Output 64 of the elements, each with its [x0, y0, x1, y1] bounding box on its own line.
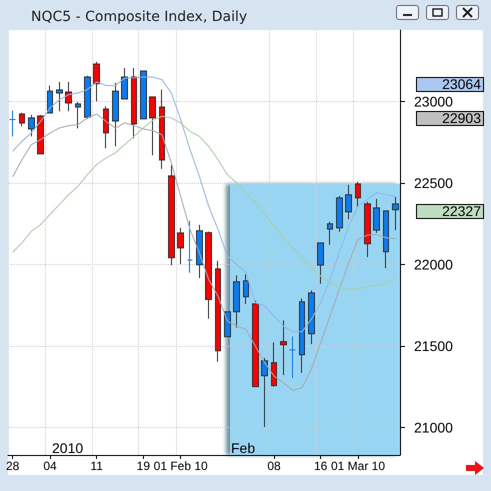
candlestick	[327, 221, 333, 246]
candlestick	[364, 201, 371, 258]
candlestick	[149, 96, 156, 156]
candlestick	[317, 242, 324, 284]
candlestick	[308, 290, 315, 345]
candlestick	[224, 311, 231, 338]
line-series	[12, 116, 396, 290]
candlestick	[177, 227, 184, 265]
annotation: Feb	[231, 440, 256, 456]
candlestick	[103, 106, 109, 149]
candlestick	[187, 220, 193, 274]
text: 22903	[416, 110, 484, 126]
candlestick	[299, 298, 305, 374]
candlestick	[271, 342, 277, 388]
candlestick	[345, 184, 352, 220]
x-tick-label: 08	[267, 459, 281, 473]
candlestick	[19, 112, 25, 127]
candlestick	[159, 89, 165, 170]
x-tick-label: 11	[90, 459, 104, 473]
annotation: 2010	[52, 440, 84, 456]
candlestick	[205, 231, 212, 320]
line-series	[12, 76, 396, 332]
candlestick	[168, 164, 175, 266]
candlestick	[243, 274, 249, 305]
x-tick-label: 01 Feb 10	[154, 459, 208, 473]
candlestick	[47, 85, 53, 114]
candlestick	[65, 81, 72, 112]
candlestick	[28, 114, 35, 137]
candlestick	[140, 70, 147, 120]
candlestick	[75, 101, 81, 129]
text: 22327	[416, 203, 484, 219]
candlestick	[196, 224, 203, 279]
candlestick	[392, 196, 399, 231]
candlestick	[215, 260, 221, 362]
candlestick	[355, 181, 361, 208]
x-tick-label: 04	[43, 459, 57, 473]
candlestick	[112, 82, 119, 147]
text: 23064	[416, 76, 484, 92]
y-tick-label: 21000	[414, 419, 454, 436]
chart-title: NQC5 - Composite Index, Daily	[31, 9, 248, 25]
y-tick-label: 22000	[414, 256, 454, 272]
x-tick-label: 28	[6, 459, 20, 473]
candlestick	[289, 336, 296, 378]
line-series	[12, 114, 396, 391]
y-tick-label: 21500	[414, 338, 454, 354]
candlestick	[233, 274, 240, 328]
candlestick	[383, 210, 389, 269]
candlestick	[56, 81, 63, 112]
x-tick-label: 16	[314, 459, 328, 473]
candlestick	[131, 67, 137, 139]
candlestick	[84, 75, 91, 120]
candlestick	[37, 114, 44, 154]
candlestick	[93, 61, 100, 102]
candlestick	[373, 198, 380, 234]
candlestick	[252, 300, 259, 388]
y-tick-label: 22500	[414, 175, 454, 192]
candlestick	[336, 195, 343, 232]
candlestick	[280, 320, 287, 376]
candlestick	[121, 67, 128, 100]
x-tick-label: 01 Mar 10	[330, 459, 386, 473]
x-tick-label: 19	[136, 459, 150, 473]
y-tick-label: 23000	[414, 94, 454, 110]
candlestick	[261, 357, 268, 428]
candlestick	[9, 110, 16, 137]
